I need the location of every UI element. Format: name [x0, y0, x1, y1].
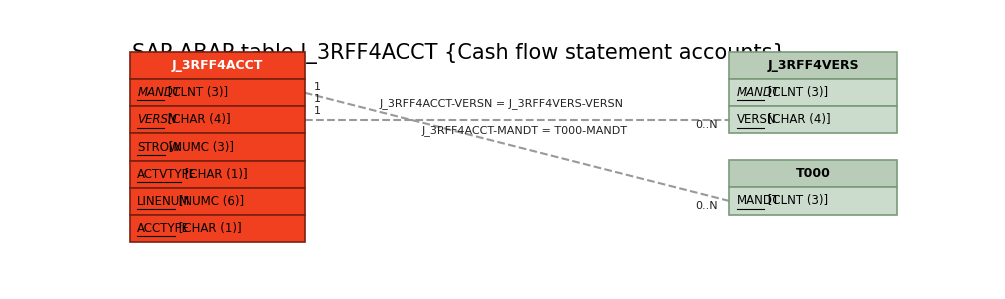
Text: MANDT: MANDT	[138, 86, 180, 99]
Text: MANDT: MANDT	[737, 194, 780, 208]
FancyBboxPatch shape	[730, 52, 896, 79]
Text: ACTVTYPE: ACTVTYPE	[138, 168, 197, 181]
Text: [NUMC (3)]: [NUMC (3)]	[165, 141, 233, 154]
Text: [CLNT (3)]: [CLNT (3)]	[764, 86, 828, 99]
Text: 1: 1	[315, 82, 322, 92]
Text: [CHAR (4)]: [CHAR (4)]	[164, 113, 230, 126]
Text: MANDT: MANDT	[737, 86, 780, 99]
FancyBboxPatch shape	[730, 187, 896, 215]
FancyBboxPatch shape	[130, 215, 305, 242]
Text: [NUMC (6)]: [NUMC (6)]	[176, 195, 244, 208]
Text: 0..N: 0..N	[694, 201, 718, 210]
Text: VERSN: VERSN	[737, 113, 777, 126]
Text: J_3RFF4ACCT: J_3RFF4ACCT	[172, 59, 263, 72]
Text: SAP ABAP table J_3RFF4ACCT {Cash flow statement accounts}: SAP ABAP table J_3RFF4ACCT {Cash flow st…	[132, 43, 786, 64]
FancyBboxPatch shape	[130, 106, 305, 133]
Text: 0..N: 0..N	[694, 120, 718, 129]
Text: 1: 1	[315, 106, 322, 116]
Text: VERSN: VERSN	[138, 113, 177, 126]
FancyBboxPatch shape	[730, 160, 896, 187]
FancyBboxPatch shape	[130, 133, 305, 161]
Text: J_3RFF4ACCT-VERSN = J_3RFF4VERS-VERSN: J_3RFF4ACCT-VERSN = J_3RFF4VERS-VERSN	[380, 98, 623, 109]
FancyBboxPatch shape	[130, 79, 305, 106]
Text: [CHAR (4)]: [CHAR (4)]	[765, 113, 831, 126]
Text: [CHAR (1)]: [CHAR (1)]	[176, 222, 242, 235]
Text: [CLNT (3)]: [CLNT (3)]	[164, 86, 228, 99]
Text: LINENUM: LINENUM	[138, 195, 191, 208]
Text: 1: 1	[315, 94, 322, 103]
Text: T000: T000	[796, 167, 830, 180]
FancyBboxPatch shape	[130, 188, 305, 215]
Text: [CLNT (3)]: [CLNT (3)]	[765, 194, 828, 208]
Text: J_3RFF4VERS: J_3RFF4VERS	[767, 59, 859, 72]
FancyBboxPatch shape	[130, 52, 305, 79]
Text: [CHAR (1)]: [CHAR (1)]	[181, 168, 247, 181]
FancyBboxPatch shape	[730, 106, 896, 133]
FancyBboxPatch shape	[130, 161, 305, 188]
Text: ACCTYPE: ACCTYPE	[138, 222, 190, 235]
Text: STROW: STROW	[138, 141, 181, 154]
FancyBboxPatch shape	[730, 79, 896, 106]
Text: J_3RFF4ACCT-MANDT = T000-MANDT: J_3RFF4ACCT-MANDT = T000-MANDT	[422, 125, 628, 136]
